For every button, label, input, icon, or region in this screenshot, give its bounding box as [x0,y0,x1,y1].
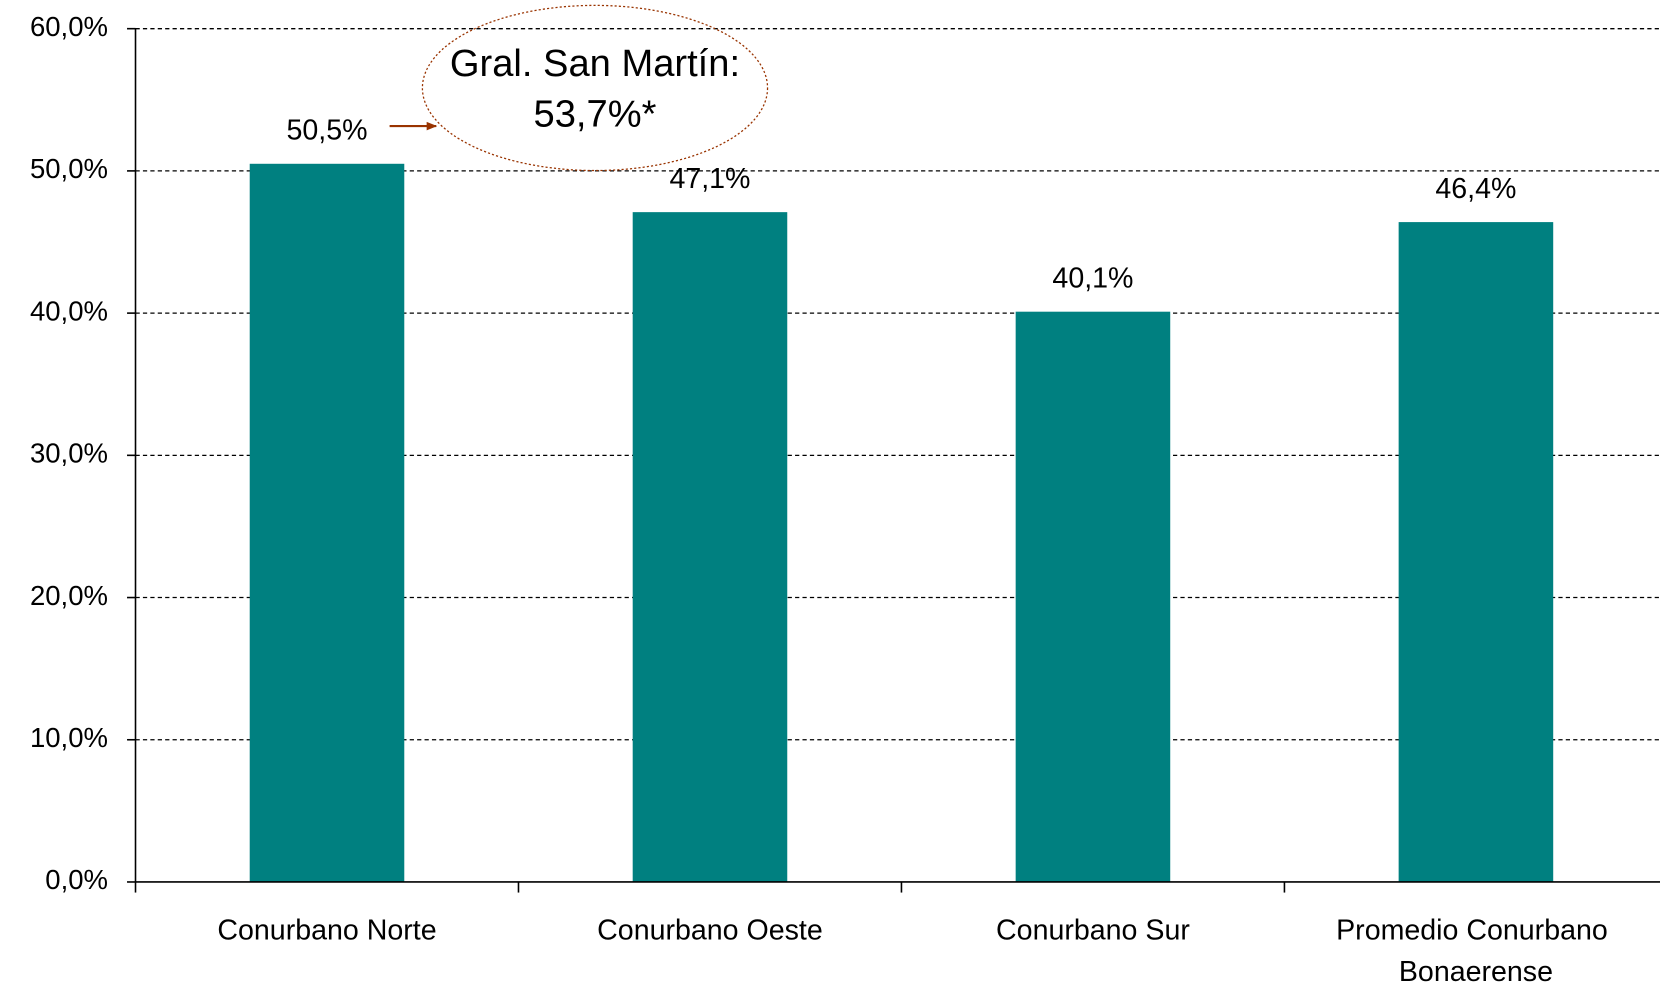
value-label: 40,1% [1052,262,1133,294]
annotation-text: Gral. San Martín: [450,43,740,85]
y-tick-label: 0,0% [45,864,108,895]
bar [249,163,405,882]
y-tick-label: 40,0% [30,295,108,326]
annotation-text: 53,7%* [534,94,657,136]
x-tick-label: Conurbano Norte [217,914,436,946]
x-tick-label: Conurbano Sur [996,914,1190,946]
bar [1015,311,1171,882]
value-label: 47,1% [669,163,750,195]
y-tick-label: 30,0% [30,438,108,469]
y-tick-label: 20,0% [30,580,108,611]
value-label: 46,4% [1435,173,1516,205]
bar [632,212,788,882]
y-tick-label: 10,0% [30,722,108,753]
annotation-ellipse [421,4,769,172]
y-tick-label: 50,0% [30,153,108,184]
y-tick-label: 60,0% [30,11,108,42]
x-tick-label: Conurbano Oeste [597,914,823,946]
x-tick-label: Promedio Conurbano Bonaerense [1336,914,1616,987]
bar [1398,222,1554,882]
value-label: 50,5% [286,115,367,147]
